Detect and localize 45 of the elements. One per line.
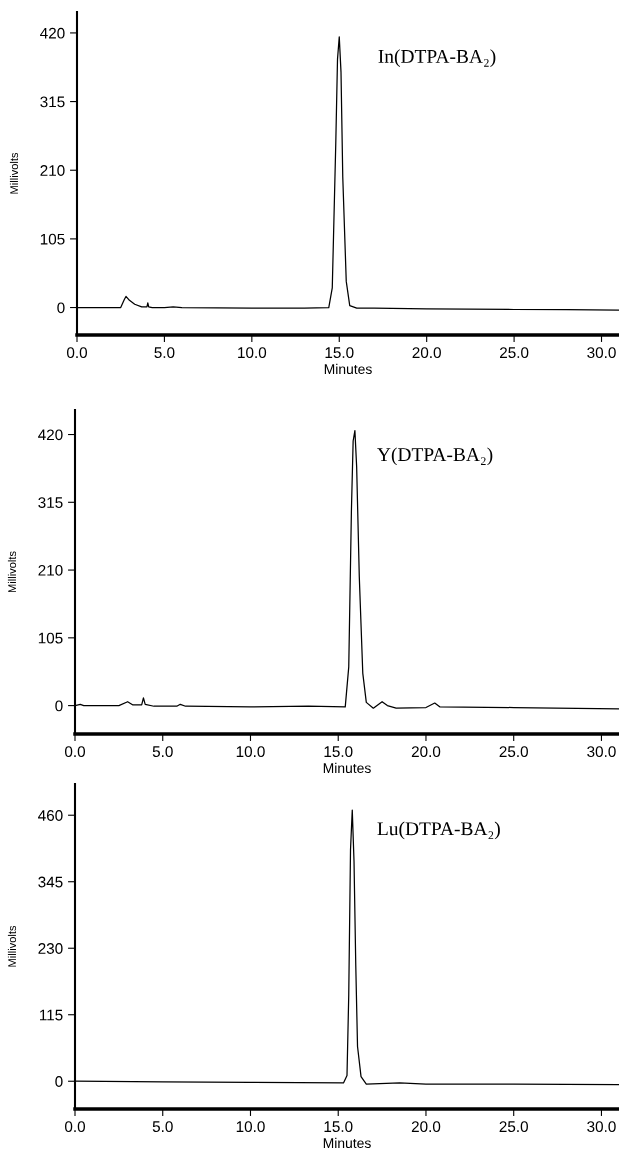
y-tick-label: 0 — [55, 1076, 63, 1087]
x-axis-title: Minutes — [323, 762, 371, 774]
x-axis-title: Minutes — [324, 363, 372, 375]
x-tick-label: 0.0 — [66, 347, 88, 359]
x-tick-label: 5.0 — [154, 347, 175, 359]
x-tick-label: 20.0 — [411, 746, 441, 758]
y-tick-label: 0 — [57, 302, 65, 314]
y-tick-label: 210 — [38, 564, 63, 576]
y-tick-label: 420 — [40, 27, 65, 39]
x-tick-label: 5.0 — [152, 746, 173, 758]
y-tick-label: 460 — [38, 810, 63, 821]
y-axis-title: Millivolts — [7, 551, 17, 593]
x-tick-label: 25.0 — [499, 1121, 528, 1133]
x-tick-label: 15.0 — [324, 1121, 353, 1133]
x-tick-label: 10.0 — [238, 347, 267, 359]
x-tick-label: 5.0 — [152, 1121, 173, 1133]
x-tick-label: 15.0 — [325, 347, 354, 359]
annotation: In(DTPA-BA₂) — [378, 49, 496, 67]
y-tick-label: 105 — [40, 233, 65, 245]
x-tick-label: 15.0 — [324, 746, 353, 758]
y-axis-title: Millivolts — [9, 152, 19, 194]
y-tick-label: 315 — [38, 497, 63, 508]
x-tick-label: 20.0 — [412, 347, 441, 359]
x-tick-label: 30.0 — [587, 746, 616, 758]
y-tick-label: 315 — [40, 96, 65, 108]
annotation: Lu(DTPA-BA₂) — [377, 821, 500, 840]
x-tick-label: 25.0 — [499, 746, 528, 758]
x-tick-label: 30.0 — [587, 347, 616, 359]
y-axis-title: Millivolts — [7, 925, 17, 967]
x-axis-title: Minutes — [323, 1137, 371, 1149]
x-tick-label: 10.0 — [236, 746, 265, 758]
y-tick-label: 210 — [40, 165, 65, 176]
y-tick-label: 345 — [38, 876, 63, 888]
annotation: Y(DTPA-BA₂) — [377, 447, 493, 466]
y-tick-label: 115 — [40, 1009, 63, 1021]
y-tick-label: 420 — [38, 429, 63, 441]
x-tick-label: 25.0 — [500, 347, 529, 359]
y-tick-label: 230 — [38, 943, 63, 954]
x-tick-label: 0.0 — [64, 746, 86, 758]
x-tick-label: 30.0 — [587, 1121, 616, 1133]
y-tick-label: 0 — [55, 700, 63, 712]
x-tick-label: 0.0 — [64, 1121, 86, 1133]
y-tick-label: 105 — [38, 632, 63, 644]
x-tick-label: 10.0 — [236, 1121, 265, 1133]
x-tick-label: 20.0 — [411, 1121, 441, 1133]
